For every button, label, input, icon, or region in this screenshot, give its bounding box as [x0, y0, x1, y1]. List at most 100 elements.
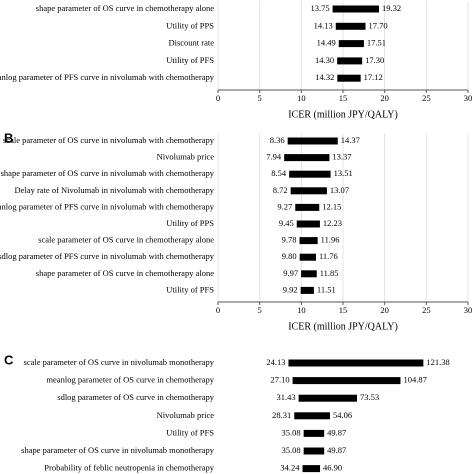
value-label: 49.87 — [327, 445, 346, 455]
category-label: shape parameter of OS curve in chemother… — [36, 268, 214, 278]
category-label: sdlog parameter of PFS curve in nivoluma… — [0, 251, 215, 261]
axis-label: ICER (million JPY/QALY) — [288, 109, 398, 120]
category-label: Utility of PPS — [166, 20, 214, 30]
x-tick-label: 15 — [339, 305, 348, 315]
value-label: 73.53 — [360, 392, 379, 402]
value-label: 12.15 — [322, 201, 341, 211]
bar — [298, 394, 357, 402]
category-label: meanlog parameter of PFS curve in nivolu… — [0, 72, 215, 82]
value-label: 14.49 — [317, 38, 336, 48]
value-label: 12.23 — [323, 218, 342, 228]
value-label: 17.51 — [367, 38, 386, 48]
value-label: 104.87 — [403, 375, 426, 385]
value-label: 17.70 — [369, 20, 388, 30]
category-label: Nivolumab price — [157, 152, 215, 162]
value-label: 31.43 — [276, 392, 295, 402]
x-tick-label: 25 — [422, 305, 431, 315]
category-label: shape parameter of OS curve in nivolumab… — [1, 168, 215, 178]
bar — [337, 74, 361, 82]
value-label: 11.51 — [317, 284, 336, 294]
bar — [338, 40, 364, 48]
bar — [288, 359, 424, 367]
value-label: 9.45 — [279, 218, 294, 228]
value-label: 8.72 — [273, 185, 288, 195]
panel-label: B — [4, 130, 13, 145]
bar — [299, 253, 316, 261]
bar — [287, 137, 338, 145]
x-tick-label: 30 — [464, 305, 473, 315]
category-label: shape parameter of OS curve in nivolumab… — [21, 445, 215, 455]
value-label: 7.94 — [266, 152, 282, 162]
axis-label: ICER (million JPY/QALY) — [288, 321, 398, 332]
value-label: 14.13 — [314, 20, 333, 30]
value-label: 35.08 — [282, 427, 301, 437]
value-label: 17.30 — [365, 55, 384, 65]
value-label: 14.32 — [315, 72, 334, 82]
value-label: 9.92 — [283, 284, 298, 294]
value-label: 121.38 — [426, 357, 449, 367]
x-tick-label: 10 — [297, 93, 306, 103]
value-label: 17.12 — [364, 72, 383, 82]
x-tick-label: 15 — [339, 93, 348, 103]
bar — [303, 429, 325, 437]
value-label: 34.24 — [280, 463, 300, 473]
x-tick-label: 0 — [216, 93, 220, 103]
value-label: 13.51 — [334, 168, 353, 178]
bar — [296, 220, 320, 228]
bar — [294, 412, 330, 420]
value-label: 54.06 — [333, 410, 352, 420]
bar — [292, 377, 401, 385]
bar — [332, 5, 379, 13]
x-tick-label: 10 — [297, 305, 306, 315]
category-label: scale parameter of OS curve in nivolumab… — [3, 135, 215, 145]
value-label: 9.80 — [282, 251, 297, 261]
value-label: 19.32 — [382, 3, 401, 13]
category-label: scale parameter of OS curve in chemother… — [38, 235, 214, 245]
category-label: Discount rate — [168, 38, 214, 48]
x-tick-label: 30 — [464, 93, 473, 103]
category-label: Utility of PFS — [166, 284, 214, 294]
bar — [295, 203, 320, 211]
category-label: Delay rate of Nivolumab in nivolumab wit… — [15, 185, 215, 195]
bar — [290, 187, 327, 195]
value-label: 24.13 — [266, 357, 285, 367]
category-label: meanlog parameter of PFS curve in nivolu… — [0, 201, 215, 211]
value-label: 8.54 — [271, 168, 287, 178]
panel-label: C — [4, 352, 14, 367]
bar — [301, 270, 317, 278]
category-label: Utility of PFS — [166, 427, 214, 437]
x-tick-label: 0 — [216, 305, 220, 315]
x-tick-label: 20 — [380, 305, 389, 315]
category-label: scale parameter of OS curve in nivolumab… — [24, 357, 215, 367]
category-label: Probability of feblic neutropenia in che… — [44, 463, 214, 473]
x-tick-label: 5 — [258, 93, 262, 103]
value-label: 9.78 — [282, 235, 297, 245]
value-label: 11.96 — [321, 235, 340, 245]
value-label: 9.27 — [277, 201, 292, 211]
bar — [289, 170, 331, 178]
value-label: 13.37 — [332, 152, 351, 162]
value-label: 13.07 — [330, 185, 349, 195]
value-label: 9.97 — [283, 268, 298, 278]
value-label: 8.36 — [270, 135, 285, 145]
category-label: meanlog parameter of OS curve in chemoth… — [46, 375, 214, 385]
category-label: Utility of PFS — [166, 55, 214, 65]
bar — [335, 22, 366, 30]
x-tick-label: 5 — [258, 305, 262, 315]
value-label: 27.10 — [270, 375, 289, 385]
category-label: sdlog parameter of OS curve in chemother… — [57, 392, 214, 402]
bar — [299, 237, 318, 245]
value-label: 35.08 — [282, 445, 301, 455]
bar — [302, 465, 321, 473]
category-label: Utility of PPS — [166, 218, 214, 228]
category-label: shape parameter of OS curve in chemother… — [36, 3, 214, 13]
bar — [300, 286, 314, 294]
value-label: 49.87 — [327, 427, 346, 437]
category-label: Nivolumab price — [157, 410, 215, 420]
x-tick-label: 25 — [422, 93, 431, 103]
x-tick-label: 20 — [380, 93, 389, 103]
value-label: 14.30 — [315, 55, 334, 65]
bar — [303, 447, 325, 455]
value-label: 28.31 — [272, 410, 291, 420]
